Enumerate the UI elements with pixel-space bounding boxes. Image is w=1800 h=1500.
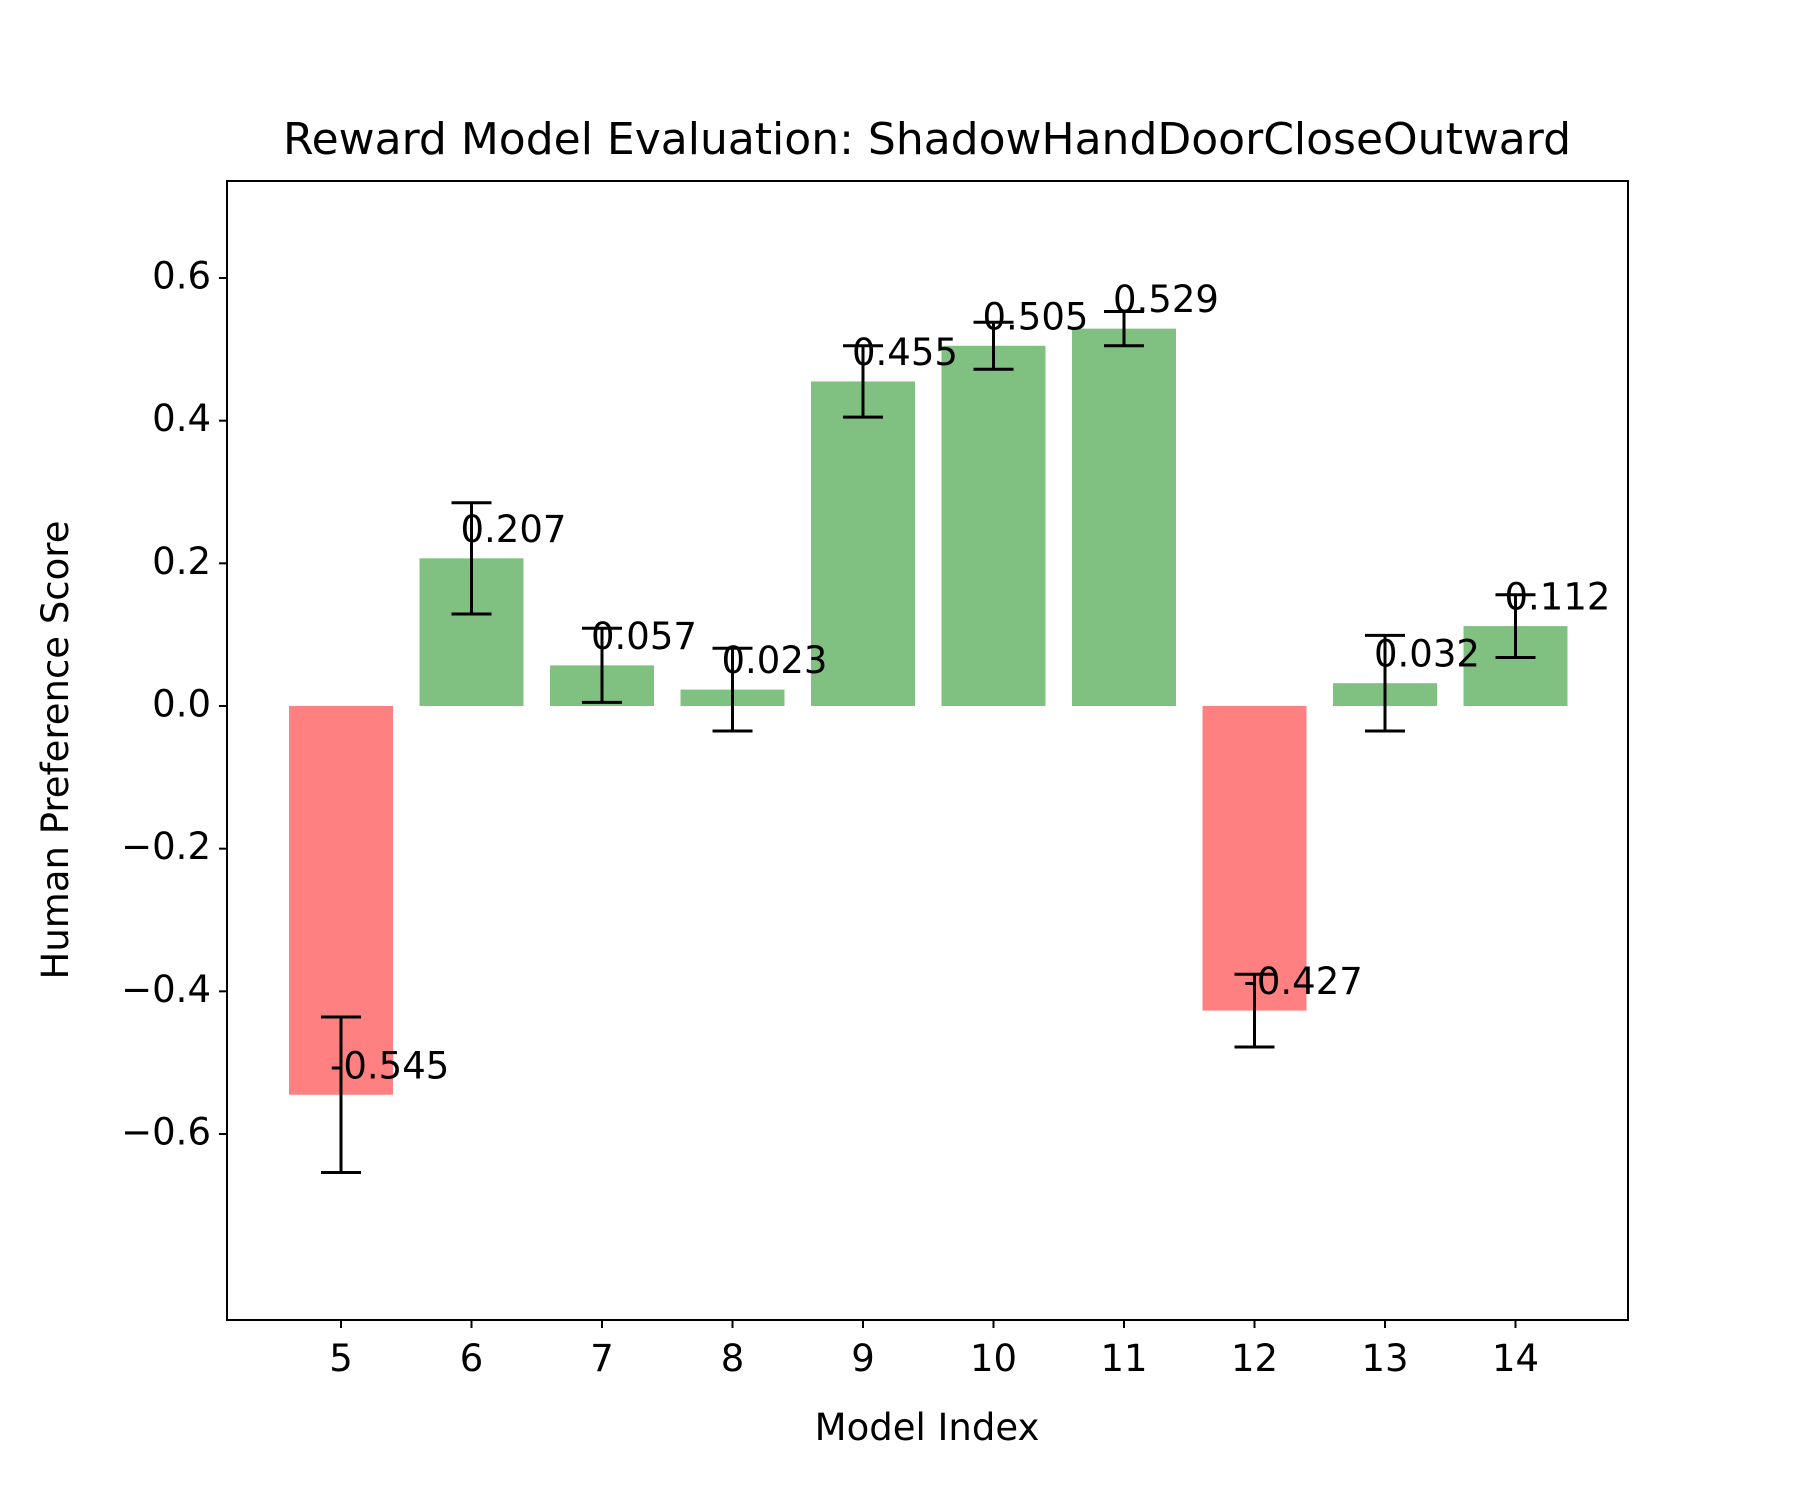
y-tick-label-5: 0.4 bbox=[152, 397, 211, 440]
data-label-5: -0.545 bbox=[330, 1044, 449, 1087]
bar-11 bbox=[1072, 328, 1176, 706]
x-tick-label-12: 12 bbox=[1231, 1337, 1278, 1380]
y-tick-label-2: −0.2 bbox=[121, 825, 211, 868]
x-tick-label-13: 13 bbox=[1361, 1337, 1408, 1380]
error-bars-group bbox=[321, 310, 1536, 1175]
y-tick-label-3: 0.0 bbox=[152, 683, 211, 726]
data-label-6: 0.207 bbox=[461, 508, 567, 551]
data-labels-group: -0.545 0.207 0.057 0.023 0.455 0.505 0.529 -0.4… bbox=[330, 278, 1610, 1087]
x-tick-label-9: 9 bbox=[851, 1337, 875, 1380]
x-tick-label-10: 10 bbox=[970, 1337, 1017, 1380]
data-label-12: -0.427 bbox=[1244, 960, 1363, 1003]
x-tick-label-14: 14 bbox=[1492, 1337, 1539, 1380]
y-tick-label-6: 0.6 bbox=[152, 255, 211, 298]
y-tick-label-1: −0.4 bbox=[121, 968, 211, 1011]
x-tick-label-7: 7 bbox=[590, 1337, 614, 1380]
data-label-10: 0.505 bbox=[983, 295, 1089, 338]
bar-12 bbox=[1202, 706, 1307, 1011]
ticks-group: 5 6 7 8 9 10 11 12 13 14 −0.6 −0.4 −0.2 0.0 0.2 0.4 0.6 bbox=[121, 255, 1539, 1381]
bar-9 bbox=[811, 381, 915, 706]
data-label-11: 0.529 bbox=[1113, 278, 1219, 321]
x-tick-label-6: 6 bbox=[460, 1337, 484, 1380]
y-tick-label-4: 0.2 bbox=[152, 540, 211, 583]
plot-area bbox=[226, 180, 1629, 1321]
x-tick-label-5: 5 bbox=[329, 1337, 353, 1380]
x-axis-title: Model Index bbox=[815, 1406, 1040, 1449]
bars-group bbox=[289, 328, 1568, 1095]
data-label-14: 0.112 bbox=[1505, 576, 1611, 619]
chart-title: Reward Model Evaluation: ShadowHandDoorC… bbox=[283, 114, 1571, 165]
x-tick-label-11: 11 bbox=[1100, 1337, 1147, 1380]
x-tick-label-8: 8 bbox=[721, 1337, 745, 1380]
y-tick-label-0: −0.6 bbox=[121, 1111, 211, 1154]
y-axis-title: Human Preference Score bbox=[34, 521, 77, 980]
data-label-13: 0.032 bbox=[1374, 633, 1480, 676]
data-label-9: 0.455 bbox=[852, 331, 958, 374]
data-label-8: 0.023 bbox=[722, 639, 828, 682]
bar-10 bbox=[941, 345, 1046, 706]
data-label-7: 0.057 bbox=[591, 615, 697, 658]
